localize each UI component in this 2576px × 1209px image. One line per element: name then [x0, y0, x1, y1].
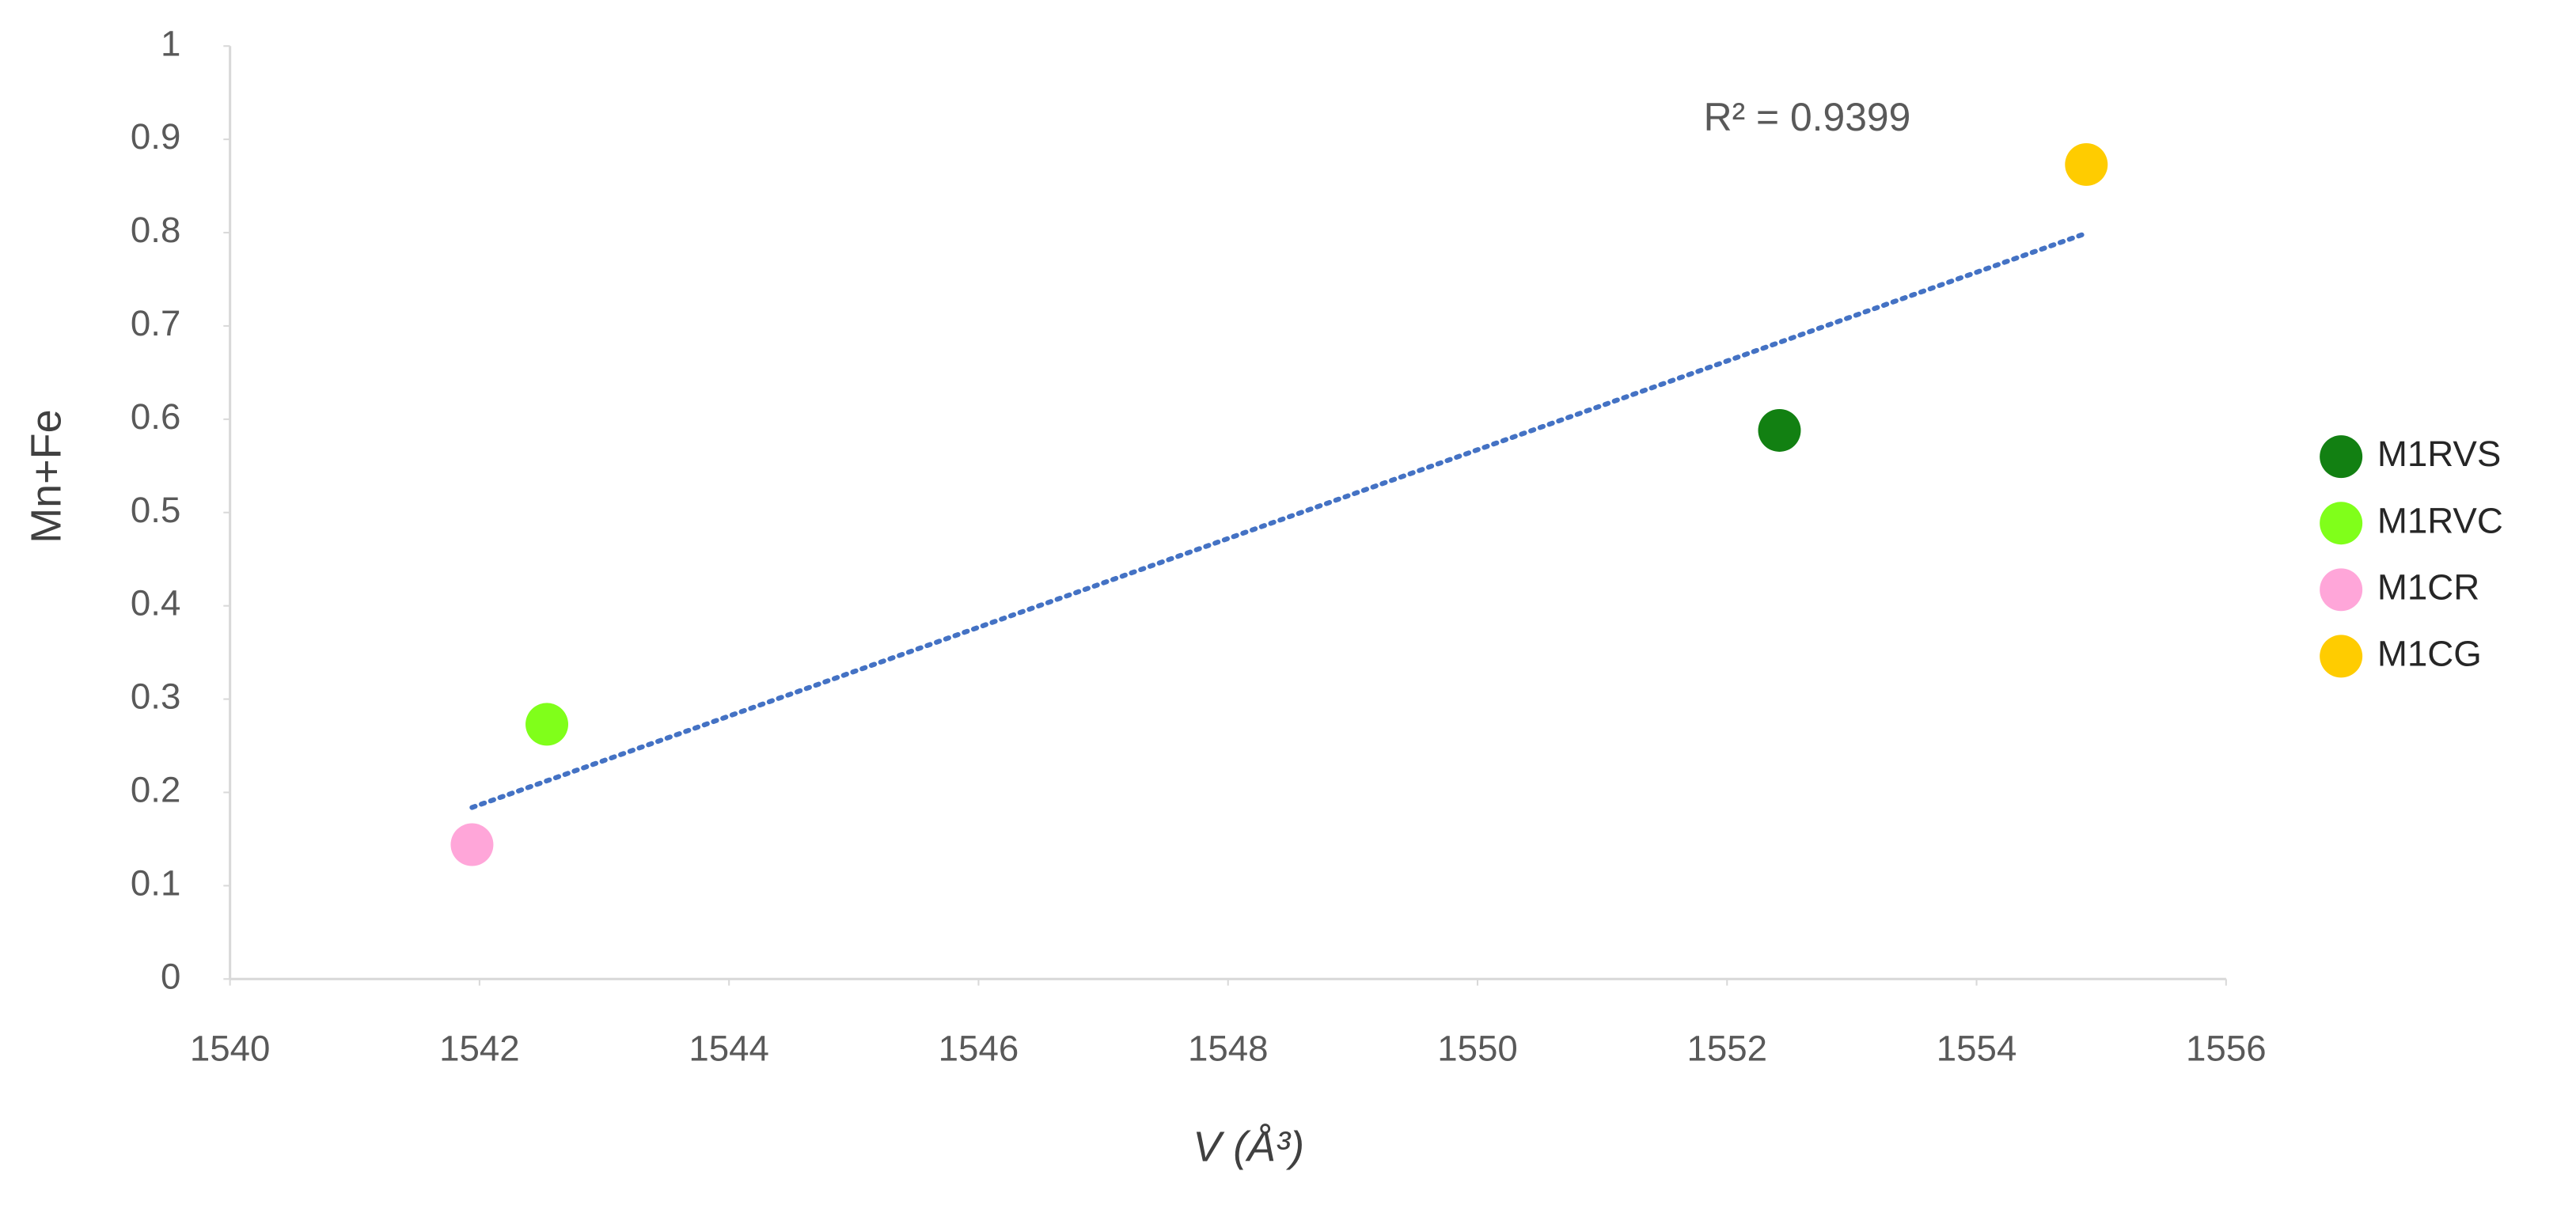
legend-label: M1CR [2377, 567, 2479, 607]
data-point [2065, 142, 2108, 186]
x-tick-label: 1546 [939, 1029, 1019, 1069]
x-tick-label: 1550 [1437, 1029, 1518, 1069]
data-point [525, 703, 569, 746]
x-tick-label: 1542 [439, 1029, 520, 1069]
y-tick-label: 0.7 [131, 303, 180, 343]
x-tick-label: 1540 [190, 1029, 271, 1069]
x-tick-label: 1556 [2186, 1029, 2267, 1069]
legend-label: M1CG [2377, 633, 2482, 673]
y-tick-label: 0.3 [131, 677, 180, 717]
x-tick-label: 1552 [1686, 1029, 1767, 1069]
trendline [469, 230, 2089, 810]
x-tick-label: 1544 [689, 1029, 769, 1069]
y-tick-label: 0.1 [131, 862, 180, 903]
legend-marker [2320, 635, 2363, 678]
legend-marker [2320, 502, 2363, 545]
data-point [1758, 409, 1801, 452]
legend-label: M1RVS [2377, 434, 2501, 474]
y-tick-label: 1 [161, 23, 180, 63]
y-tick-label: 0.6 [131, 396, 180, 437]
r-squared-label: R² = 0.9399 [1704, 95, 1911, 139]
data-point [450, 823, 494, 866]
y-tick-label: 0.2 [131, 770, 180, 810]
y-tick-label: 0.4 [131, 583, 180, 623]
x-tick-label: 1554 [1937, 1029, 2017, 1069]
legend-marker [2320, 568, 2363, 612]
y-tick-label: 0 [161, 956, 180, 996]
x-axis-title: V (Å³) [1193, 1123, 1304, 1170]
y-axis-title: Mn+Fe [23, 409, 70, 543]
y-tick-label: 0.5 [131, 490, 180, 530]
y-tick-label: 0.9 [131, 116, 180, 157]
legend-marker [2320, 435, 2363, 479]
x-tick-label: 1548 [1188, 1029, 1269, 1069]
legend-label: M1RVC [2377, 500, 2503, 540]
y-tick-label: 0.8 [131, 210, 180, 250]
